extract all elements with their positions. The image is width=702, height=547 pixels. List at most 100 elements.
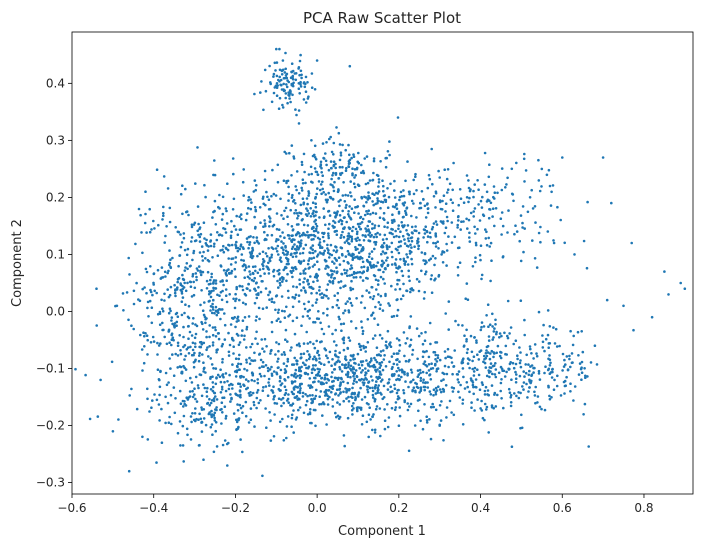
scatter-point xyxy=(141,287,144,291)
scatter-point xyxy=(379,350,383,353)
scatter-point xyxy=(241,264,245,268)
scatter-point xyxy=(458,188,462,191)
scatter-point xyxy=(247,392,251,395)
scatter-point xyxy=(179,233,182,236)
scatter-point xyxy=(446,219,449,223)
scatter-point xyxy=(214,328,217,332)
scatter-point xyxy=(300,76,303,80)
scatter-point xyxy=(543,349,546,353)
scatter-point xyxy=(346,194,350,197)
scatter-point xyxy=(266,394,270,398)
scatter-point xyxy=(196,384,200,387)
scatter-point xyxy=(285,266,288,270)
scatter-point xyxy=(361,260,365,264)
scatter-point xyxy=(283,253,286,256)
scatter-point xyxy=(537,369,541,373)
scatter-point xyxy=(362,270,366,274)
scatter-point xyxy=(499,381,503,385)
scatter-point xyxy=(386,256,389,260)
scatter-point xyxy=(258,372,262,376)
scatter-point xyxy=(372,157,376,160)
scatter-point xyxy=(146,397,149,401)
scatter-point xyxy=(264,407,267,410)
scatter-point xyxy=(287,262,290,266)
scatter-point xyxy=(275,341,278,344)
scatter-point xyxy=(330,385,334,389)
scatter-point xyxy=(198,240,202,243)
scatter-point xyxy=(370,250,374,253)
scatter-point xyxy=(160,276,163,280)
scatter-point xyxy=(350,266,354,270)
scatter-point xyxy=(472,370,476,373)
scatter-point xyxy=(296,217,299,220)
scatter-point xyxy=(402,194,406,198)
scatter-point xyxy=(579,367,583,371)
scatter-point xyxy=(369,235,372,238)
scatter-point xyxy=(300,324,303,328)
scatter-point xyxy=(282,82,286,86)
scatter-point xyxy=(440,400,443,403)
scatter-point xyxy=(219,380,223,384)
scatter-point xyxy=(172,386,176,389)
scatter-point xyxy=(282,277,285,281)
scatter-point xyxy=(211,389,215,393)
scatter-point xyxy=(632,328,635,332)
scatter-point xyxy=(253,276,256,280)
scatter-point xyxy=(366,198,370,201)
scatter-point xyxy=(257,292,260,295)
scatter-point xyxy=(200,394,204,398)
scatter-point xyxy=(333,256,337,260)
scatter-point xyxy=(398,349,401,353)
scatter-point xyxy=(278,96,282,100)
scatter-point xyxy=(382,184,385,188)
scatter-point xyxy=(164,421,167,425)
scatter-point xyxy=(298,384,302,388)
scatter-point xyxy=(543,371,546,375)
scatter-point xyxy=(278,68,282,72)
scatter-point xyxy=(451,372,454,376)
scatter-point xyxy=(337,359,340,362)
scatter-point xyxy=(192,223,196,226)
scatter-point xyxy=(170,338,174,342)
scatter-point xyxy=(413,229,417,232)
scatter-point xyxy=(247,380,250,383)
scatter-point xyxy=(257,242,261,245)
scatter-point xyxy=(171,256,174,260)
scatter-point xyxy=(234,275,237,279)
scatter-point xyxy=(320,166,323,170)
scatter-point xyxy=(353,176,356,179)
scatter-point xyxy=(362,204,366,208)
scatter-point xyxy=(278,47,281,51)
scatter-point xyxy=(441,371,445,375)
scatter-point xyxy=(356,247,359,251)
scatter-point xyxy=(270,372,274,376)
scatter-point xyxy=(202,361,205,365)
scatter-point xyxy=(237,382,240,386)
scatter-point xyxy=(155,291,158,295)
scatter-point xyxy=(170,332,174,336)
scatter-point xyxy=(183,358,186,361)
scatter-point xyxy=(667,293,670,296)
scatter-point xyxy=(274,308,277,312)
scatter-point xyxy=(357,243,361,247)
scatter-point xyxy=(221,357,224,361)
scatter-point xyxy=(448,182,452,186)
scatter-point xyxy=(316,173,320,176)
scatter-point xyxy=(434,392,438,396)
scatter-point xyxy=(156,312,160,316)
scatter-point xyxy=(347,215,351,218)
scatter-point xyxy=(336,378,340,382)
scatter-point xyxy=(550,190,553,194)
scatter-point xyxy=(367,291,371,294)
scatter-point xyxy=(472,195,475,199)
scatter-point xyxy=(382,217,385,220)
scatter-point xyxy=(514,362,518,366)
scatter-point xyxy=(263,222,267,225)
scatter-point xyxy=(324,391,328,395)
scatter-point xyxy=(277,397,281,401)
scatter-point xyxy=(313,355,316,359)
scatter-point xyxy=(191,258,194,262)
scatter-point xyxy=(231,157,235,160)
scatter-point xyxy=(294,72,298,75)
scatter-point xyxy=(95,287,98,291)
